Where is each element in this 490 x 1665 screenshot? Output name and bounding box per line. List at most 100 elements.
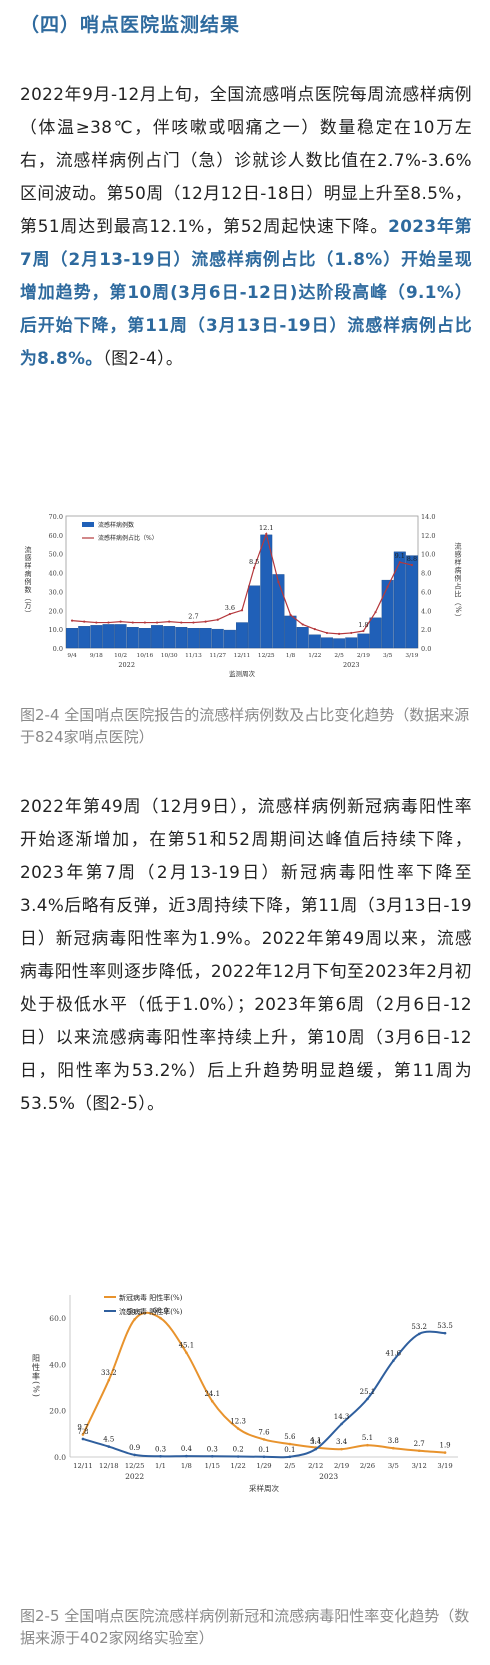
bar <box>223 629 236 649</box>
line-point <box>314 1447 318 1451</box>
line-point <box>313 628 316 631</box>
paragraph-1-plain: 2022年9月-12月上旬，全国流感哨点医院每周流感样病例（体温≥38℃，伴咳嗽… <box>20 84 472 236</box>
data-label: 0.1 <box>284 1446 295 1454</box>
line-point <box>253 566 256 569</box>
line-point <box>262 1455 266 1459</box>
year-label-2023: 2023 <box>343 661 360 669</box>
y-tick-left: 20.0 <box>49 607 63 615</box>
bar <box>381 579 394 649</box>
x-tick: 1/8 <box>286 653 296 659</box>
x-tick: 10/2 <box>114 653 127 659</box>
figure-2-5: 0.0 20.0 40.0 60.0 9.7 33.2 59.5 60.0 45.1 24.1 12… <box>18 1285 470 1495</box>
line-point <box>168 620 171 623</box>
bar <box>236 622 248 649</box>
bar <box>175 627 188 649</box>
line-point <box>81 1433 85 1436</box>
data-label: 2.7 <box>414 1440 425 1448</box>
line-percent <box>72 531 413 635</box>
bar <box>393 551 406 649</box>
x-tick: 1/22 <box>308 653 321 659</box>
line-point <box>210 1399 214 1403</box>
data-label: 24.1 <box>204 1390 220 1398</box>
x-tick: 9/18 <box>90 653 103 659</box>
line-point <box>133 1318 136 1321</box>
legend-bar-swatch <box>82 522 94 527</box>
data-label: 9.1 <box>395 552 405 560</box>
line-point <box>107 1378 111 1382</box>
y-tick: 60.0 <box>49 1314 66 1323</box>
data-label: 1.8 <box>358 621 368 629</box>
line-point <box>325 631 329 635</box>
data-label: 12.1 <box>259 524 273 532</box>
x-axis-label: 采样周次 <box>249 1483 279 1493</box>
y-tick-left: 60.0 <box>49 532 63 540</box>
figure-2-4-caption: 图2-4 全国哨点医院报告的流感样病例数及占比变化趋势（数据来源于824家哨点医… <box>20 706 470 746</box>
bar <box>248 585 261 649</box>
data-label: 0.1 <box>258 1446 269 1454</box>
line-point <box>159 1455 162 1458</box>
x-tick: 2/26 <box>360 1462 375 1470</box>
x-tick: 1/1 <box>155 1462 166 1470</box>
y-tick-right: 4.0 <box>421 607 431 615</box>
line-point <box>133 1453 136 1457</box>
line-point <box>228 612 231 616</box>
x-tick: 10/16 <box>137 653 154 659</box>
x-tick: 12/18 <box>99 1462 119 1470</box>
line-point <box>107 621 110 624</box>
data-label: 9.7 <box>77 1424 88 1432</box>
y-tick: 40.0 <box>49 1360 66 1369</box>
chart-ili-cases: 0.0 10.0 20.0 30.0 40.0 50.0 60.0 70.0 0.0 2.0 4.0… <box>24 513 462 678</box>
year-label-2022: 2022 <box>125 1472 144 1481</box>
line-point <box>265 532 268 536</box>
paragraph-1: 2022年9月-12月上旬，全国流感哨点医院每周流感样病例（体温≥38℃，伴咳嗽… <box>20 78 472 375</box>
data-label: 8.5 <box>249 558 259 566</box>
line-point <box>277 580 280 584</box>
x-tick: 2/5 <box>334 653 344 659</box>
y-tick-right: 14.0 <box>421 513 435 521</box>
year-label-2023: 2023 <box>319 1472 338 1481</box>
line-point <box>210 1455 214 1458</box>
x-tick: 1/8 <box>181 1462 192 1470</box>
x-tick: 1/22 <box>231 1462 246 1470</box>
data-label: 3.4 <box>336 1438 348 1446</box>
bar <box>369 617 382 649</box>
line-point <box>340 1422 343 1426</box>
section-heading: （四）哨点医院监测结果 <box>20 14 241 36</box>
line-point <box>338 632 341 635</box>
y-tick-right: 2.0 <box>421 626 431 634</box>
y-axis-label: 阳性率(%) <box>32 1354 41 1398</box>
y-axis-label-left: 流感样病例数（万） <box>24 545 32 618</box>
x-tick: 1/29 <box>256 1462 271 1470</box>
line-point <box>95 621 98 624</box>
data-label: 7.8 <box>77 1428 88 1436</box>
bar <box>296 627 309 649</box>
x-tick: 12/25 <box>258 653 275 659</box>
data-label: 25.1 <box>360 1388 376 1396</box>
line-point <box>410 563 414 567</box>
y-tick-right: 12.0 <box>421 532 435 540</box>
data-label: 4.1 <box>310 1437 321 1445</box>
line-point <box>159 1316 162 1320</box>
bar <box>78 626 91 649</box>
data-label: 7.6 <box>258 1428 270 1436</box>
line-point <box>417 1332 421 1336</box>
bar <box>114 624 127 649</box>
x-tick: 11/13 <box>185 653 202 659</box>
line-point <box>340 1447 343 1451</box>
x-axis-label: 监测周次 <box>229 669 256 678</box>
x-tick: 9/4 <box>67 653 77 659</box>
line-point <box>443 1451 447 1454</box>
figure-2-4: 0.0 10.0 20.0 30.0 40.0 50.0 60.0 70.0 0.0 2.0 4.0… <box>18 508 470 678</box>
y-tick-left: 40.0 <box>49 570 63 578</box>
data-label: 33.2 <box>101 1369 117 1377</box>
line-point <box>386 585 389 588</box>
paragraph-2: 2022年第49周（12月9日），流感样病例新冠病毒阳性率开始逐渐增加，在第51… <box>20 796 472 1113</box>
bar <box>66 627 79 649</box>
x-tick: 1/15 <box>205 1462 220 1470</box>
x-tick: 3/12 <box>412 1462 427 1470</box>
x-tick: 2/12 <box>308 1462 323 1470</box>
line-point <box>83 620 86 623</box>
bar <box>320 637 333 649</box>
x-tick: 11/27 <box>209 653 226 659</box>
data-label: 8.8 <box>407 555 417 563</box>
